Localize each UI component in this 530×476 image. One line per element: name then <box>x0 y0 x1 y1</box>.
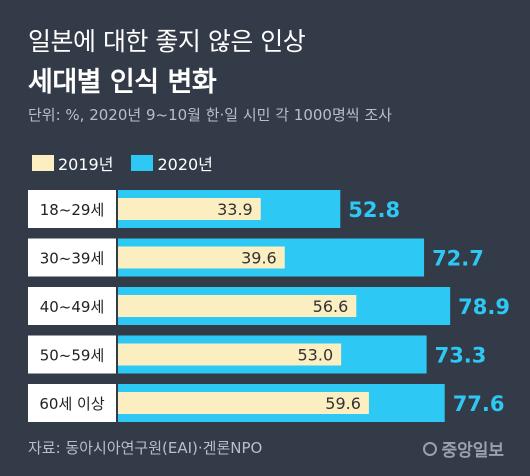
category-label-box <box>28 384 116 422</box>
value-label-2019: 39.6 <box>241 249 277 268</box>
legend-item-2019: 2019년 <box>32 151 113 175</box>
source-note: 자료: 동아시아연구원(EAI)·겐론NPO <box>28 439 263 457</box>
category-label: 18~29세 <box>40 201 105 219</box>
category-label: 50~59세 <box>40 347 105 365</box>
legend-swatch-2020 <box>131 155 154 171</box>
category-label-box <box>28 238 116 277</box>
value-label-2020: 52.8 <box>348 198 400 222</box>
bar-2019 <box>118 343 342 366</box>
publisher-logo-text: 중앙일보 <box>441 441 504 461</box>
category-label: 60세 이상 <box>39 395 104 413</box>
value-label-2019: 59.6 <box>325 394 361 413</box>
value-label-2020: 72.7 <box>432 247 484 271</box>
value-label-2019: 33.9 <box>217 200 253 219</box>
value-label-2020: 73.3 <box>435 344 487 368</box>
bar-2019 <box>118 295 357 317</box>
legend-swatch-2019 <box>32 155 54 171</box>
value-label-2019: 53.0 <box>298 346 334 365</box>
bar-2020 <box>118 384 445 422</box>
category-label-box <box>28 335 116 374</box>
legend: 2019년 2020년 <box>32 151 213 175</box>
bar-2019 <box>118 198 261 220</box>
value-label-2020: 78.9 <box>458 295 510 319</box>
legend-item-2020: 2020년 <box>131 151 213 175</box>
chart-subtitle: 세대별 인식 변화 <box>28 67 217 98</box>
category-label-box <box>28 287 116 325</box>
legend-label-2020: 2020년 <box>157 155 213 174</box>
bar-2020 <box>118 335 427 374</box>
bar-2020 <box>118 238 425 277</box>
legend-label-2019: 2019년 <box>58 155 114 174</box>
bar-2020 <box>118 190 341 228</box>
joongang-circle-icon <box>423 441 438 456</box>
unit-note: 단위: %, 2020년 9~10월 한·일 시민 각 1000명씩 조사 <box>28 106 392 124</box>
category-label: 40~49세 <box>40 298 105 316</box>
category-label-box <box>28 190 116 228</box>
publisher-logo: 중앙일보 <box>423 436 504 461</box>
bar-2019 <box>118 392 369 414</box>
category-label: 30~39세 <box>40 250 105 268</box>
bar-2019 <box>118 246 285 269</box>
bar-2020 <box>118 287 451 325</box>
value-label-2020: 77.6 <box>453 392 505 416</box>
chart-title: 일본에 대한 좋지 않은 인상 <box>28 27 306 56</box>
value-label-2019: 56.6 <box>313 297 349 316</box>
